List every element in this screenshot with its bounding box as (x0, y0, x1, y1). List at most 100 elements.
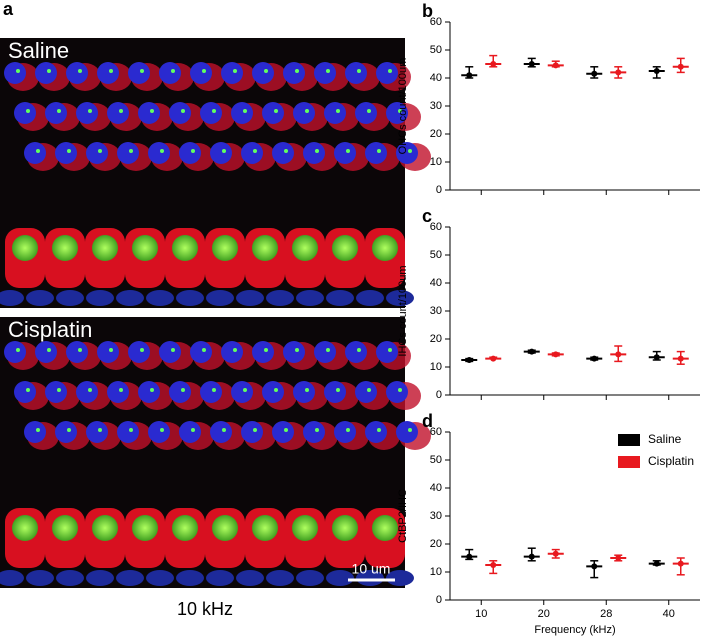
synapse (398, 388, 402, 392)
nucleus (66, 341, 88, 363)
nucleus (4, 341, 26, 363)
mean-dot (615, 69, 622, 76)
nucleus (14, 102, 36, 124)
y-axis-label: IHCs count/100um (397, 265, 409, 356)
y-tick-label: 10 (430, 361, 442, 373)
synapse (26, 388, 30, 392)
synapse (408, 149, 412, 153)
synapse (305, 388, 309, 392)
nucleus (117, 421, 139, 443)
nucleus (200, 381, 222, 403)
nucleus (262, 102, 284, 124)
nucleus (272, 142, 294, 164)
scale-label: 10 um (352, 561, 391, 577)
mean-dot (653, 560, 660, 567)
nucleus (148, 421, 170, 443)
ihc-nucleus (292, 515, 318, 541)
ihc-nucleus (332, 235, 358, 261)
y-axis-label: OHCs count/100um (397, 58, 409, 155)
nucleus (376, 62, 398, 84)
synapse (57, 388, 61, 392)
synapse (98, 428, 102, 432)
synapse (140, 69, 144, 73)
x-tick-label: 28 (600, 608, 612, 620)
support-nucleus (0, 290, 24, 306)
synapse (47, 69, 51, 73)
synapse (264, 69, 268, 73)
panel-letter: a (3, 0, 14, 19)
y-tick-label: 20 (430, 333, 442, 345)
ihc-nucleus (252, 235, 278, 261)
synapse (222, 428, 226, 432)
support-nucleus (326, 570, 354, 586)
nucleus (24, 142, 46, 164)
ihc-nucleus (172, 515, 198, 541)
synapse (336, 109, 340, 113)
nucleus (138, 381, 160, 403)
support-nucleus (206, 570, 234, 586)
y-tick-label: 60 (430, 221, 442, 233)
synapse (202, 69, 206, 73)
nucleus (86, 421, 108, 443)
panel-letter: b (422, 1, 433, 21)
mean-dot (552, 62, 559, 69)
synapse (129, 428, 133, 432)
support-nucleus (326, 290, 354, 306)
legend-swatch (618, 456, 640, 468)
nucleus (66, 62, 88, 84)
x-tick-label: 40 (663, 608, 675, 620)
synapse (47, 348, 51, 352)
mean-dot (653, 354, 660, 361)
cells (0, 62, 431, 586)
nucleus (169, 102, 191, 124)
synapse (140, 348, 144, 352)
support-nucleus (386, 290, 414, 306)
synapse (222, 149, 226, 153)
nucleus (386, 102, 408, 124)
ihc-nucleus (52, 515, 78, 541)
y-axis-label: CtBP2/IHC (397, 489, 409, 543)
nucleus (169, 381, 191, 403)
synapse (212, 388, 216, 392)
support-nucleus (116, 570, 144, 586)
nucleus (86, 142, 108, 164)
synapse (78, 348, 82, 352)
synapse (150, 388, 154, 392)
synapse (295, 69, 299, 73)
synapse (264, 348, 268, 352)
y-tick-label: 20 (430, 128, 442, 140)
synapse (346, 428, 350, 432)
nucleus (365, 421, 387, 443)
nucleus (55, 421, 77, 443)
nucleus (35, 62, 57, 84)
support-nucleus (86, 570, 114, 586)
synapse (233, 348, 237, 352)
nucleus (4, 62, 26, 84)
synapse (202, 348, 206, 352)
mean-dot (490, 355, 497, 362)
support-nucleus (146, 290, 174, 306)
support-nucleus (86, 290, 114, 306)
nucleus (396, 142, 418, 164)
synapse (57, 109, 61, 113)
ihc-nucleus (132, 235, 158, 261)
nucleus (107, 381, 129, 403)
nucleus (283, 341, 305, 363)
x-tick-label: 10 (475, 608, 487, 620)
legend-label: Saline (648, 432, 682, 446)
y-tick-label: 60 (430, 426, 442, 438)
nucleus (97, 341, 119, 363)
mean-dot (552, 351, 559, 358)
nucleus (303, 142, 325, 164)
support-nucleus (236, 570, 264, 586)
image-caption: 10 kHz (177, 599, 233, 619)
y-tick-label: 0 (436, 184, 442, 196)
synapse (191, 428, 195, 432)
y-tick-label: 50 (430, 249, 442, 261)
nucleus (128, 62, 150, 84)
synapse (16, 348, 20, 352)
ihc-nucleus (52, 235, 78, 261)
x-axis-label: Frequency (kHz) (534, 624, 615, 636)
y-tick-label: 40 (430, 72, 442, 84)
ihc-nucleus (212, 515, 238, 541)
